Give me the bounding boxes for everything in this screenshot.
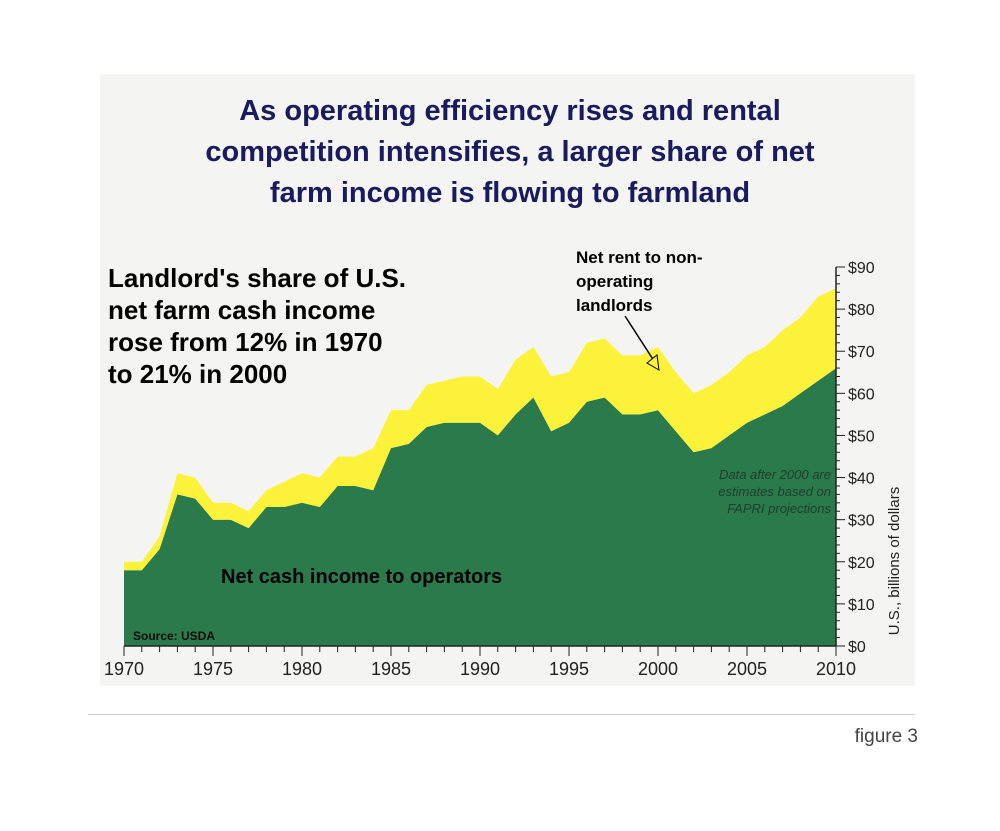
series-area-operators xyxy=(124,368,836,646)
y-tick-label: $60 xyxy=(848,386,875,403)
projection-note-line-1: Data after 2000 are xyxy=(719,467,831,482)
x-tick-label: 1985 xyxy=(371,659,411,679)
figure-caption: figure 3 xyxy=(854,726,918,747)
y-tick-label: $30 xyxy=(848,513,875,530)
x-tick-label: 2005 xyxy=(727,659,767,679)
headline-line-4: to 21% in 2000 xyxy=(108,359,287,389)
y-axis: $0 $10 $20 $30 $40 $50 $60 $70 $80 $90 xyxy=(835,260,875,656)
landlords-label-line-1: Net rent to non- xyxy=(576,248,703,267)
projection-note-line-2: estimates based on xyxy=(718,484,831,499)
projection-note: Data after 2000 are estimates based on F… xyxy=(718,467,831,516)
x-tick-label: 2010 xyxy=(816,659,856,679)
headline-callout: Landlord's share of U.S. net farm cash i… xyxy=(108,263,406,389)
y-tick-label: $10 xyxy=(848,597,875,614)
chart-title-line-3: farm income is flowing to farmland xyxy=(270,177,750,209)
x-tick-label: 1975 xyxy=(193,659,233,679)
landlords-pointer-line xyxy=(624,315,657,365)
y-tick-label: $0 xyxy=(848,639,866,656)
landlords-pointer-arrowhead xyxy=(646,354,660,371)
landlords-series-label: Net rent to non- operating landlords xyxy=(576,248,703,371)
operators-series-label: Net cash income to operators xyxy=(221,566,502,588)
projection-note-line-3: FAPRI projections xyxy=(727,501,831,516)
chart-title: As operating efficiency rises and rental… xyxy=(205,95,814,209)
plot-areas xyxy=(124,288,836,646)
x-tick-label: 1980 xyxy=(282,659,322,679)
headline-line-1: Landlord's share of U.S. xyxy=(108,263,406,293)
headline-line-3: rose from 12% in 1970 xyxy=(108,327,383,357)
y-tick-label: $90 xyxy=(848,260,875,277)
y-tick-label: $80 xyxy=(848,302,875,319)
x-tick-label: 1970 xyxy=(104,659,144,679)
caption-divider xyxy=(88,714,915,715)
landlords-label-line-2: operating xyxy=(576,272,653,291)
x-tick-label: 2000 xyxy=(638,659,678,679)
y-tick-label: $20 xyxy=(848,555,875,572)
y-tick-label: $50 xyxy=(848,428,875,445)
chart-panel: As operating efficiency rises and rental… xyxy=(100,74,915,686)
x-tick-label: 1995 xyxy=(549,659,589,679)
x-axis: 1970 1975 1980 1985 1990 1995 2000 2005 2010 xyxy=(104,645,856,679)
y-axis-title: U.S., billions of dollars xyxy=(886,487,903,635)
source-label: Source: USDA xyxy=(133,629,215,643)
chart-svg: As operating efficiency rises and rental… xyxy=(104,95,903,679)
y-tick-label: $70 xyxy=(848,344,875,361)
landlords-label-line-3: landlords xyxy=(576,296,653,315)
headline-line-2: net farm cash income xyxy=(108,295,375,325)
series-area-landlords xyxy=(124,288,836,571)
chart-title-line-1: As operating efficiency rises and rental xyxy=(239,95,781,127)
chart-title-line-2: competition intensifies, a larger share … xyxy=(205,136,814,168)
x-tick-label: 1990 xyxy=(460,659,500,679)
y-tick-label: $40 xyxy=(848,471,875,488)
